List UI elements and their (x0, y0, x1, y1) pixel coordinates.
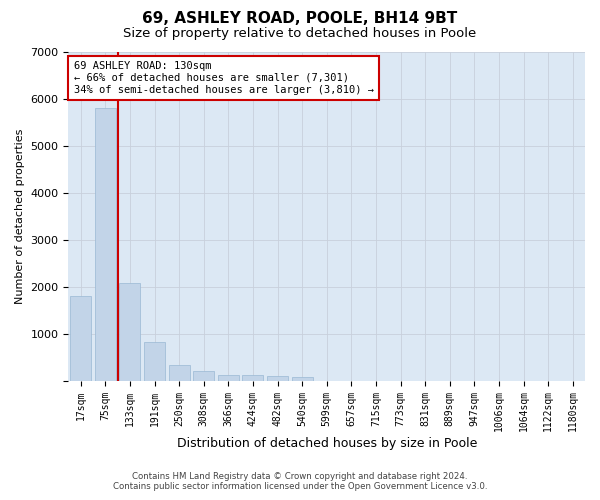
Bar (242, 376, 263, 380)
Text: Size of property relative to detached houses in Poole: Size of property relative to detached ho… (124, 28, 476, 40)
Bar (95, 108, 116, 380)
Y-axis label: Number of detached properties: Number of detached properties (15, 128, 25, 304)
Bar (218, 375, 239, 380)
Text: Contains HM Land Registry data © Crown copyright and database right 2024.
Contai: Contains HM Land Registry data © Crown c… (113, 472, 487, 491)
Bar (292, 377, 313, 380)
Bar (267, 376, 288, 380)
Bar (169, 364, 190, 380)
Text: 69, ASHLEY ROAD, POOLE, BH14 9BT: 69, ASHLEY ROAD, POOLE, BH14 9BT (142, 11, 458, 26)
X-axis label: Distribution of detached houses by size in Poole: Distribution of detached houses by size … (176, 437, 477, 450)
Bar (193, 372, 214, 380)
Text: 69 ASHLEY ROAD: 130sqm
← 66% of detached houses are smaller (7,301)
34% of semi-: 69 ASHLEY ROAD: 130sqm ← 66% of detached… (74, 62, 374, 94)
Bar (70, 296, 91, 380)
Bar (144, 342, 165, 380)
Bar (119, 284, 140, 380)
